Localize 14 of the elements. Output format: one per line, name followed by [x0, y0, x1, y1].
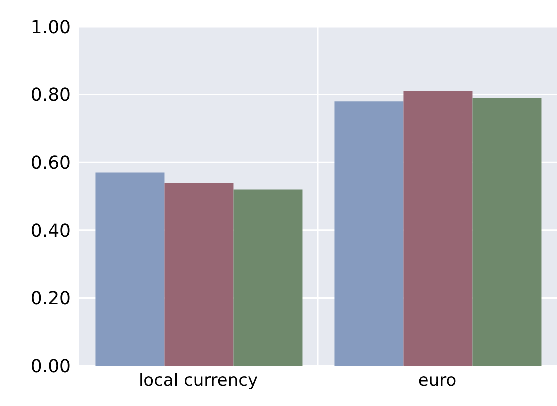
- x-tick-label: euro: [418, 371, 457, 392]
- bar: [96, 172, 165, 366]
- bar: [164, 182, 234, 366]
- bar: [472, 98, 542, 366]
- y-tick-label: 0.40: [30, 220, 71, 242]
- bar: [404, 91, 473, 366]
- y-tick-label: 0.60: [30, 152, 71, 174]
- y-tick-label: 0.20: [30, 288, 71, 310]
- bar: [334, 102, 404, 366]
- bar: [234, 190, 303, 366]
- y-tick-label: 0.00: [30, 356, 71, 378]
- y-tick-label: 1.00: [30, 17, 71, 38]
- y-tick-label: 0.80: [30, 85, 71, 106]
- x-tick-label: local currency: [138, 371, 258, 392]
